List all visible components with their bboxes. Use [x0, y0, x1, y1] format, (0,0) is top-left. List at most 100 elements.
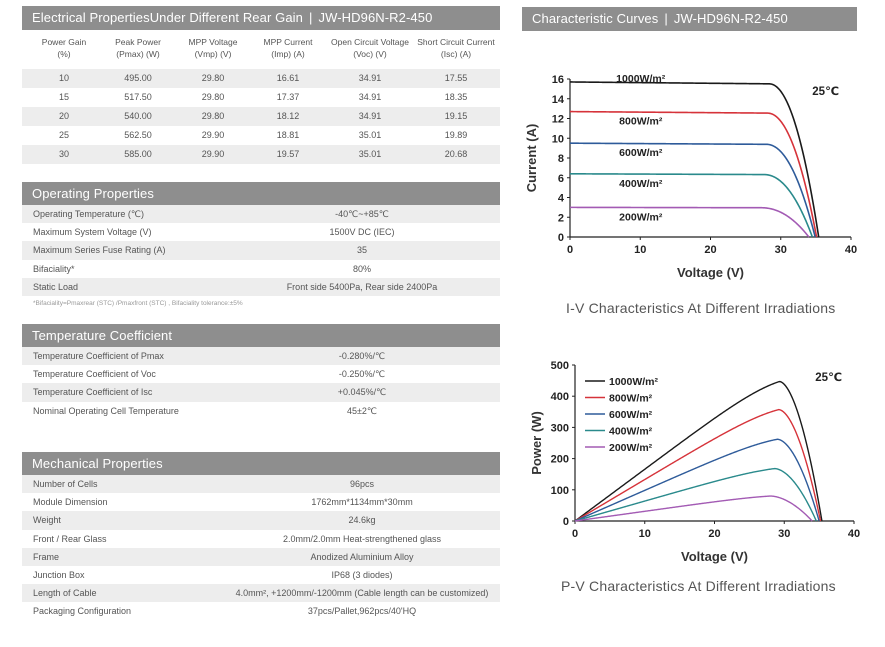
table-cell: 29.80	[201, 92, 225, 102]
table-cell: 495.00	[124, 73, 152, 83]
property-row: Packaging Configuration 37pcs/Pallet,962p…	[22, 602, 500, 620]
table-cell: 18.35	[444, 92, 468, 102]
y-axis-label: Current (A)	[524, 124, 539, 193]
property-label: Temperature Coefficient of Voc	[33, 369, 156, 380]
x-axis-label: Voltage (V)	[681, 549, 748, 564]
column-header: Peak Power (Pmax) (W)	[115, 37, 161, 59]
temperature-title: Temperature Coefficient	[32, 328, 173, 343]
series-label: 600W/m²	[619, 147, 663, 159]
property-value: 4.0mm², +1200mm/-1200mm (Cable length ca…	[235, 588, 489, 599]
property-label: Junction Box	[33, 569, 85, 580]
property-row: Frame Anodized Aluminium Alloy	[22, 547, 500, 566]
mechanical-header: Mechanical Properties	[22, 452, 500, 475]
property-row: Length of Cable 4.0mm², +1200mm/-1200mm (…	[22, 584, 500, 603]
electrical-table-body: 10 495.00 29.80 16.61 34.91 17.55 15 517.50 29.8…	[22, 69, 500, 164]
x-tick-label: 20	[708, 528, 720, 540]
property-row: Maximum System Voltage (V) 1500V DC (IEC)	[22, 223, 500, 241]
legend-label: 1000W/m²	[609, 376, 659, 388]
column-header: Open Circuit Voltage (Voc) (V)	[331, 37, 409, 59]
series-line	[569, 142, 816, 238]
table-row: 10 495.00 29.80 16.61 34.91 17.55	[22, 69, 500, 88]
property-label: Frame	[33, 551, 60, 562]
y-tick-label: 12	[552, 114, 564, 126]
legend-label: 600W/m²	[609, 409, 653, 421]
table-cell: 18.12	[276, 111, 300, 121]
property-value: Anodized Aluminium Alloy	[310, 551, 414, 562]
y-tick-label: 100	[551, 485, 569, 497]
table-cell: 19.57	[276, 149, 300, 159]
electrical-model: JW-HD96N-R2-450	[318, 10, 433, 25]
legend-label: 800W/m²	[609, 393, 653, 405]
property-label: Nominal Operating Cell Temperature	[33, 405, 179, 416]
table-cell: 585.00	[124, 149, 152, 159]
property-value: IP68 (3 diodes)	[331, 569, 393, 580]
property-row: Number of Cells 96pcs	[22, 475, 500, 494]
column-header: MPP Voltage (Vmp) (V)	[188, 37, 238, 59]
legend-label: 200W/m²	[609, 442, 653, 454]
temperature-annotation: 25℃	[812, 86, 839, 98]
bifaciality-note: *Bifaciality=Pmaxrear (STC) /Pmaxfront (…	[33, 300, 243, 307]
y-tick-label: 0	[558, 232, 564, 244]
electrical-title: Electrical PropertiesUnder Different Rea…	[32, 10, 303, 25]
property-row: Temperature Coefficient of Voc -0.250%/℃	[22, 365, 500, 383]
y-tick-label: 300	[551, 422, 569, 434]
y-tick-label: 16	[552, 74, 564, 86]
table-cell: 17.55	[444, 73, 468, 83]
property-label: Static Load	[33, 281, 79, 292]
table-cell: 20.68	[444, 149, 468, 159]
property-value: 80%	[352, 263, 371, 274]
property-row: Junction Box IP68 (3 diodes)	[22, 566, 500, 584]
y-axis-label: Power (W)	[529, 411, 544, 475]
y-tick-label: 2	[558, 212, 564, 224]
property-label: Operating Temperature (℃)	[33, 209, 144, 219]
temperature-annotation: 25℃	[815, 372, 842, 384]
property-label: Length of Cable	[33, 588, 97, 599]
series-line	[569, 81, 820, 238]
series-line	[574, 408, 822, 522]
property-row: Nominal Operating Cell Temperature 45±2℃	[22, 402, 500, 420]
table-cell: 29.80	[201, 111, 225, 121]
table-cell: 35.01	[358, 149, 382, 159]
legend-label: 400W/m²	[609, 426, 653, 438]
x-tick-label: 40	[845, 244, 857, 256]
table-cell: 19.89	[444, 130, 468, 140]
property-value: 45±2℃	[346, 405, 378, 416]
x-tick-label: 10	[634, 244, 646, 256]
property-value: -0.280%/℃	[338, 351, 386, 361]
property-row: Bifaciality* 80%	[22, 260, 500, 278]
column-header: MPP Current (Imp) (A)	[263, 37, 313, 59]
table-cell: 20	[58, 111, 69, 121]
property-value: 35	[356, 245, 367, 256]
table-cell: 19.15	[444, 111, 468, 121]
x-tick-label: 20	[704, 244, 716, 256]
temperature-table: Temperature Coefficient of Pmax -0.280%/℃…	[22, 347, 500, 420]
series-line	[569, 110, 818, 238]
property-label: Maximum System Voltage (V)	[33, 227, 152, 238]
table-cell: 15	[58, 92, 69, 102]
table-cell: 29.80	[201, 73, 225, 83]
operating-title: Operating Properties	[32, 186, 154, 201]
property-value: 1500V DC (IEC)	[329, 227, 395, 238]
property-label: Temperature Coefficient of Pmax	[33, 351, 164, 361]
table-cell: 34.91	[358, 111, 382, 121]
curves-header: Characteristic Curves | JW-HD96N-R2-450	[522, 7, 857, 31]
table-cell: 29.90	[201, 130, 225, 140]
series-line	[569, 206, 810, 238]
series-line	[574, 495, 813, 522]
electrical-header: Electrical PropertiesUnder Different Rea…	[22, 6, 500, 30]
y-tick-label: 200	[551, 454, 569, 466]
mechanical-title: Mechanical Properties	[32, 456, 163, 471]
y-tick-label: 10	[552, 133, 564, 145]
operating-table: Operating Temperature (℃) -40℃~+85℃ Maximu…	[22, 205, 500, 296]
property-row: Front / Rear Glass 2.0mm/2.0mm Heat-stren…	[22, 530, 500, 548]
table-row: 30 585.00 29.90 19.57 35.01 20.68	[22, 145, 500, 164]
table-cell: 517.50	[124, 92, 152, 102]
x-tick-label: 0	[567, 244, 573, 256]
property-row: Static Load Front side 5400Pa, Rear side …	[22, 277, 500, 296]
property-row: Maximum Series Fuse Rating (A) 35	[22, 241, 500, 260]
table-cell: 17.37	[276, 92, 300, 102]
x-tick-label: 30	[775, 244, 787, 256]
table-cell: 29.90	[201, 149, 225, 159]
table-cell: 34.91	[358, 73, 382, 83]
